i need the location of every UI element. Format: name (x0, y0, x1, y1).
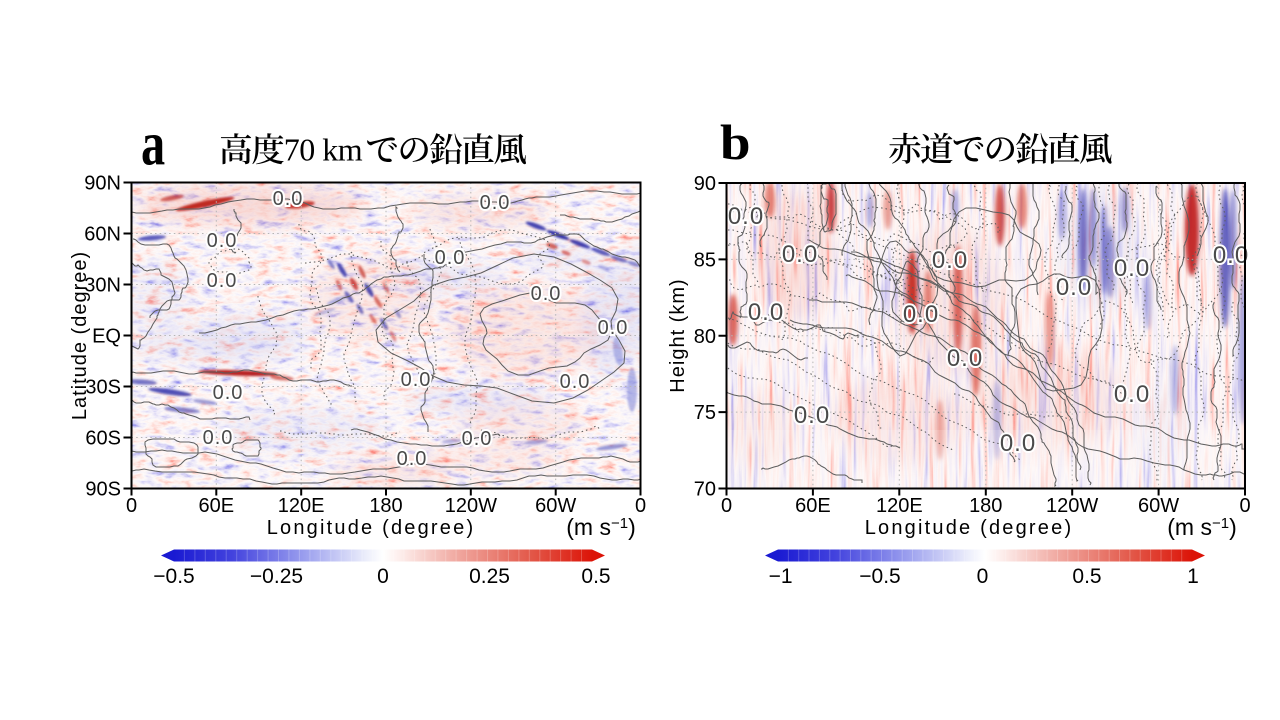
svg-text:0.0: 0.0 (1213, 242, 1249, 269)
svg-text:−0.5: −0.5 (153, 565, 194, 588)
svg-text:120W: 120W (445, 495, 497, 517)
svg-text:−0.5: −0.5 (859, 565, 900, 588)
svg-text:0.0: 0.0 (531, 283, 562, 305)
svg-text:0: 0 (377, 565, 389, 588)
svg-text:180: 180 (369, 495, 402, 517)
svg-text:0: 0 (721, 495, 732, 517)
svg-text:1: 1 (1187, 565, 1199, 588)
svg-text:0.0: 0.0 (213, 382, 244, 404)
svg-text:0.0: 0.0 (1114, 381, 1150, 408)
svg-text:60E: 60E (795, 495, 831, 517)
svg-text:90N: 90N (84, 173, 121, 195)
svg-text:60W: 60W (1138, 495, 1179, 517)
svg-text:0: 0 (977, 565, 989, 588)
svg-text:0.0: 0.0 (1114, 255, 1150, 282)
svg-text:60S: 60S (85, 428, 121, 450)
svg-text:85: 85 (694, 249, 716, 271)
svg-text:70: 70 (694, 479, 716, 501)
svg-text:Longitude (degree): Longitude (degree) (865, 517, 1074, 539)
svg-text:0.5: 0.5 (581, 565, 610, 588)
svg-text:75: 75 (694, 402, 716, 424)
svg-text:0: 0 (635, 495, 646, 517)
svg-text:180: 180 (969, 495, 1002, 517)
svg-text:Latitude (degree): Latitude (degree) (69, 251, 91, 420)
svg-text:Longitude (degree): Longitude (degree) (267, 517, 476, 539)
svg-text:0.0: 0.0 (947, 345, 983, 372)
svg-text:0.0: 0.0 (560, 371, 591, 393)
svg-text:−0.25: −0.25 (250, 565, 303, 588)
svg-text:0.0: 0.0 (794, 402, 830, 429)
svg-text:0.0: 0.0 (748, 299, 784, 326)
svg-text:0.0: 0.0 (203, 427, 234, 449)
svg-text:0.0: 0.0 (480, 192, 511, 214)
svg-text:0.25: 0.25 (469, 565, 510, 588)
svg-text:0.0: 0.0 (1000, 430, 1036, 457)
svg-text:0.0: 0.0 (401, 369, 432, 391)
svg-text:EQ: EQ (92, 326, 121, 348)
svg-text:90: 90 (694, 173, 716, 195)
svg-text:0.0: 0.0 (462, 428, 493, 450)
svg-text:60E: 60E (199, 495, 235, 517)
svg-text:0: 0 (126, 495, 137, 517)
svg-text:Height (km): Height (km) (667, 278, 689, 392)
svg-text:b: b (720, 115, 751, 170)
svg-text:0.0: 0.0 (598, 317, 629, 339)
svg-text:(m s−1): (m s−1) (1167, 514, 1237, 540)
svg-text:0.0: 0.0 (903, 301, 939, 328)
svg-text:0: 0 (1239, 495, 1250, 517)
svg-text:70 km: 70 km (284, 132, 363, 168)
svg-text:60N: 60N (84, 224, 121, 246)
svg-text:0.0: 0.0 (728, 203, 764, 230)
svg-text:0.0: 0.0 (207, 230, 238, 252)
svg-text:90S: 90S (85, 479, 121, 501)
svg-text:0.0: 0.0 (1056, 274, 1092, 301)
svg-text:0.0: 0.0 (782, 241, 818, 268)
svg-text:30S: 30S (85, 377, 121, 399)
svg-text:120E: 120E (278, 495, 325, 517)
svg-text:120E: 120E (876, 495, 923, 517)
svg-text:−1: −1 (769, 565, 793, 588)
svg-text:80: 80 (694, 326, 716, 348)
svg-text:0.0: 0.0 (273, 188, 304, 210)
svg-text:a: a (141, 110, 165, 179)
svg-text:60W: 60W (535, 495, 576, 517)
svg-text:120W: 120W (1046, 495, 1098, 517)
svg-text:0.0: 0.0 (207, 270, 238, 292)
svg-text:0.0: 0.0 (397, 448, 428, 470)
svg-text:0.0: 0.0 (435, 247, 466, 269)
svg-text:30N: 30N (84, 275, 121, 297)
svg-text:0.0: 0.0 (932, 247, 968, 274)
svg-text:0.5: 0.5 (1072, 565, 1101, 588)
